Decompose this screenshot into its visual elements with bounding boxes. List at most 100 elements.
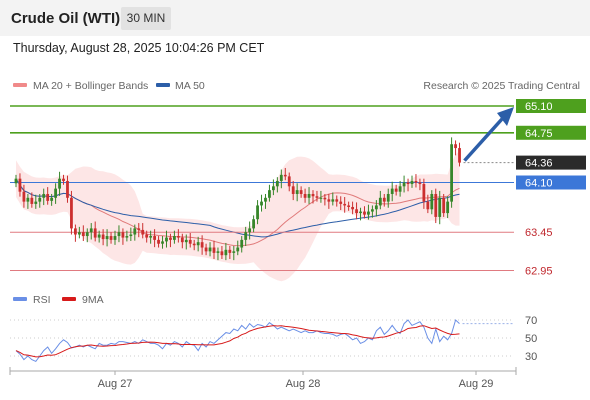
candle-body bbox=[153, 236, 156, 240]
candle-body bbox=[157, 239, 160, 244]
candle-body bbox=[438, 197, 442, 217]
candle-body bbox=[252, 219, 255, 229]
candle-body bbox=[398, 186, 402, 192]
candle-body bbox=[418, 182, 422, 185]
ma50-legend-label: MA 50 bbox=[175, 80, 205, 92]
candle-body bbox=[319, 197, 323, 199]
candle-body bbox=[450, 144, 453, 202]
candle-body bbox=[169, 237, 172, 240]
candle-body bbox=[145, 234, 149, 238]
ma20-legend-label: MA 20 + Bollinger Bands bbox=[33, 80, 148, 92]
candle-body bbox=[70, 197, 73, 229]
candle-body bbox=[58, 178, 61, 189]
chart-legend: MA 20 + Bollinger Bands MA 50 Research ©… bbox=[13, 80, 580, 92]
candle-body bbox=[458, 148, 461, 163]
candle-body bbox=[287, 176, 291, 187]
candle-body bbox=[240, 239, 244, 248]
candle-body bbox=[335, 199, 339, 202]
resistance-label-0: 65.10 bbox=[525, 101, 553, 113]
rsi-ma-line bbox=[15, 325, 460, 358]
pivot-label-3: 64.10 bbox=[525, 178, 553, 190]
candle-body bbox=[402, 182, 406, 187]
instrument-title: Crude Oil (WTI) bbox=[11, 10, 121, 27]
rsi-tick-label: 50 bbox=[525, 333, 537, 345]
candle-body bbox=[323, 197, 327, 200]
candle-body bbox=[339, 201, 343, 204]
pivot-label-box-3 bbox=[516, 175, 586, 190]
forecast-arrow-head bbox=[497, 107, 514, 126]
candle-body bbox=[363, 211, 366, 215]
candle-body bbox=[200, 242, 204, 248]
level-lines-layer bbox=[10, 105, 514, 271]
candle-body bbox=[176, 236, 180, 238]
candle-body bbox=[74, 228, 77, 235]
candle-body bbox=[125, 236, 129, 238]
copyright-watermark: Research © 2025 Trading Central bbox=[423, 80, 580, 92]
candle-body bbox=[454, 144, 457, 149]
candle-body bbox=[105, 236, 109, 240]
candle-body bbox=[212, 247, 216, 253]
ma50-legend-swatch bbox=[156, 83, 170, 87]
candle-body bbox=[14, 178, 18, 184]
rsi-ma-legend-label: 9MA bbox=[82, 294, 104, 306]
candles-layer bbox=[14, 137, 461, 261]
candle-body bbox=[228, 249, 232, 253]
timestamp: Thursday, August 28, 2025 10:04:26 PM CE… bbox=[13, 41, 265, 55]
candle-body bbox=[165, 237, 168, 242]
support-label-4: 63.45 bbox=[525, 227, 553, 239]
candle-body bbox=[208, 247, 212, 252]
forecast-arrow-shaft bbox=[463, 117, 504, 162]
candle-body bbox=[406, 182, 410, 185]
candle-body bbox=[224, 249, 228, 256]
candle-body bbox=[54, 188, 57, 198]
candle-body bbox=[89, 228, 93, 233]
candle-body bbox=[264, 197, 267, 202]
candle-body bbox=[42, 193, 46, 198]
candle-body bbox=[161, 241, 164, 244]
candle-body bbox=[236, 247, 240, 252]
candle-body bbox=[299, 190, 303, 194]
x-tick-label: Aug 27 bbox=[98, 378, 133, 390]
candle-body bbox=[315, 196, 319, 198]
candle-body bbox=[137, 228, 141, 230]
rsi-line bbox=[15, 319, 460, 363]
resistance-label-box-0 bbox=[516, 99, 586, 113]
candle-body bbox=[311, 193, 315, 197]
rsi-ma-legend-swatch bbox=[62, 297, 76, 301]
candle-body bbox=[355, 209, 358, 214]
candle-body bbox=[22, 191, 26, 202]
candle-body bbox=[180, 237, 184, 243]
candle-body bbox=[66, 180, 69, 198]
candle-body bbox=[371, 209, 374, 212]
ma20-legend-swatch bbox=[13, 83, 27, 87]
candle-body bbox=[430, 193, 434, 210]
ma50-line bbox=[15, 178, 460, 238]
rsi-legend-swatch bbox=[13, 297, 27, 301]
candle-body bbox=[279, 174, 283, 181]
candle-body bbox=[256, 205, 259, 220]
candle-body bbox=[272, 186, 275, 191]
candle-body bbox=[232, 251, 236, 253]
candle-body bbox=[414, 180, 418, 183]
candle-body bbox=[18, 178, 22, 192]
candle-body bbox=[291, 186, 295, 194]
candle-body bbox=[85, 232, 89, 237]
candle-body bbox=[133, 228, 137, 235]
current-label-box-2 bbox=[516, 155, 586, 170]
candle-body bbox=[188, 239, 192, 244]
candle-body bbox=[442, 197, 446, 214]
rsi-legend-label: RSI bbox=[33, 294, 51, 306]
candle-body bbox=[367, 211, 370, 215]
header-bar: Crude Oil (WTI) 30 MIN bbox=[0, 0, 590, 36]
candle-body bbox=[216, 251, 220, 253]
rsi-tick-label: 30 bbox=[525, 351, 537, 363]
candle-body bbox=[426, 201, 430, 210]
candle-body bbox=[62, 178, 65, 181]
candle-body bbox=[390, 188, 394, 194]
candle-body bbox=[351, 206, 354, 210]
rsi-legend: RSI 9MA bbox=[13, 294, 104, 306]
candle-body bbox=[93, 228, 97, 238]
timeframe-badge[interactable]: 30 MIN bbox=[121, 7, 171, 30]
candle-body bbox=[30, 197, 34, 204]
